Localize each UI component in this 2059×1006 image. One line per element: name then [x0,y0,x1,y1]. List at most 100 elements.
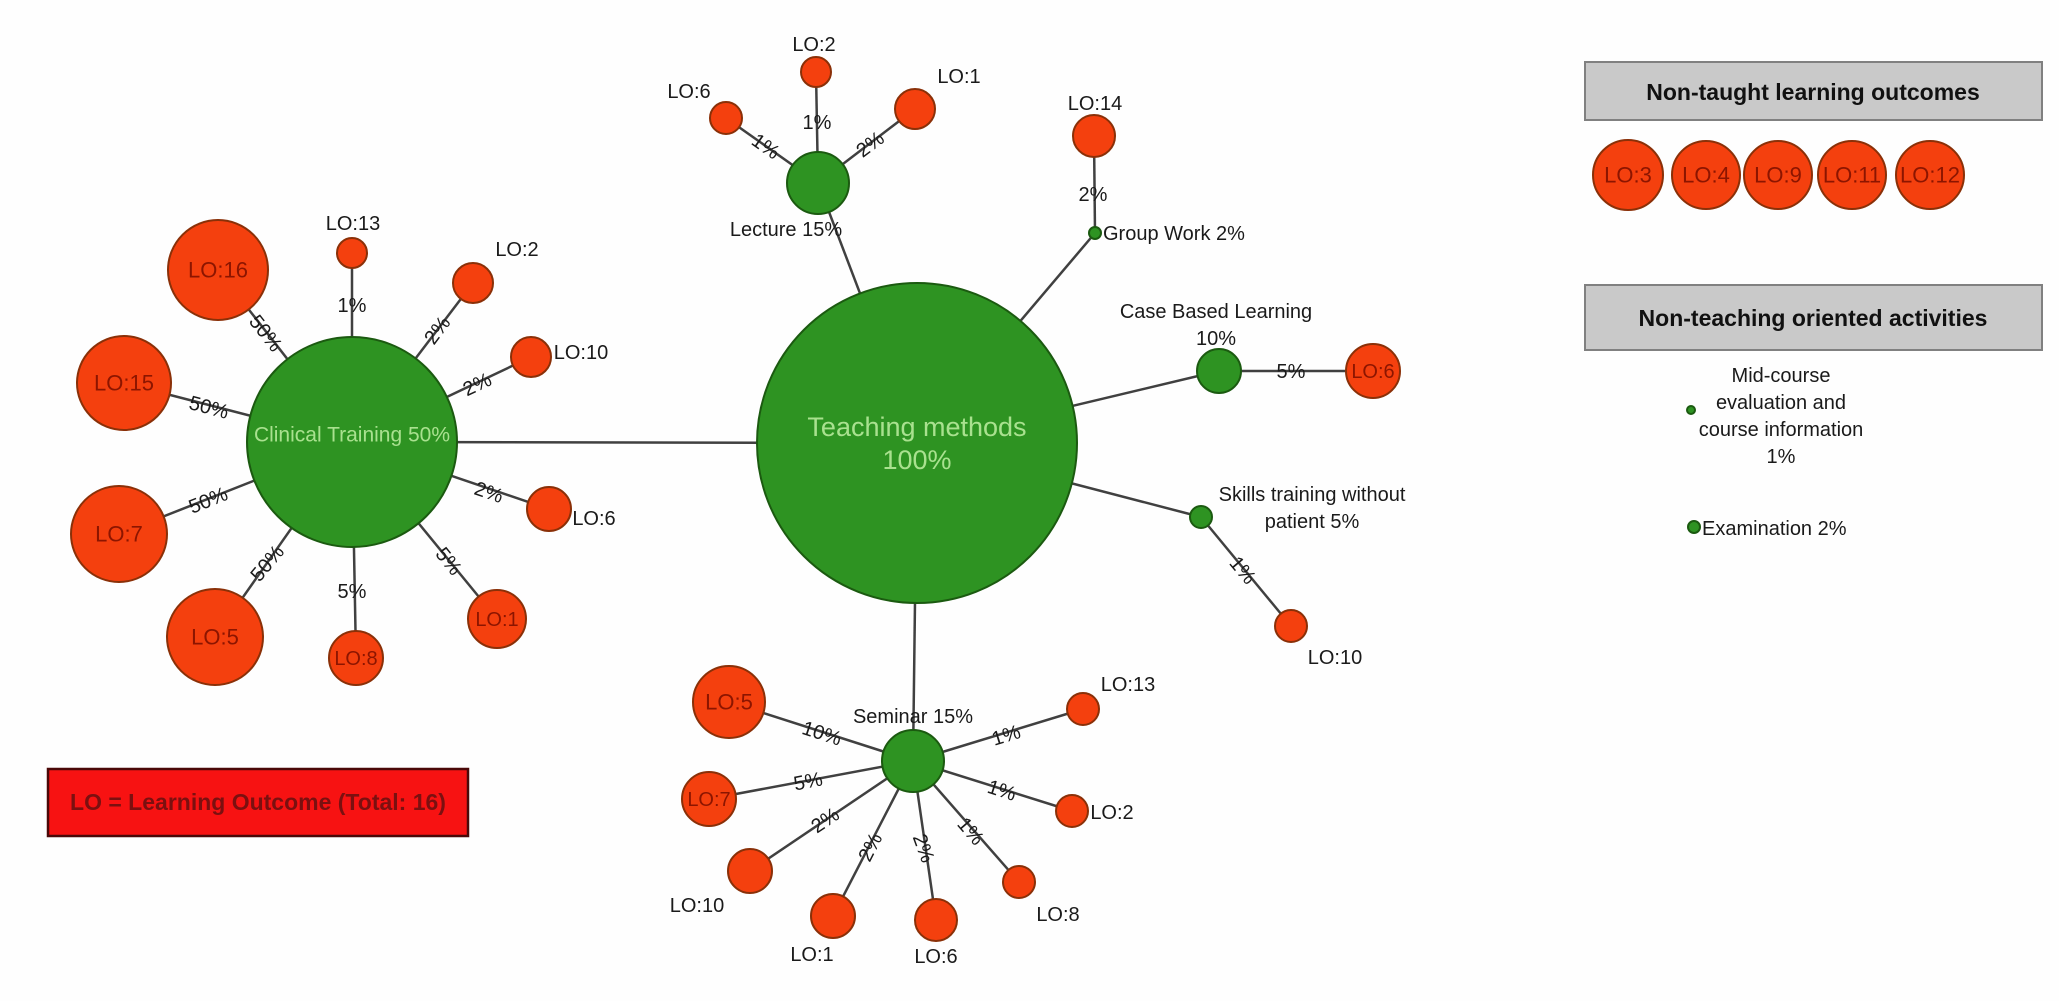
node-midcourse [1686,405,1696,415]
node-ext-label-s10: LO:10 [1308,647,1362,669]
node-circles [70,56,1965,942]
edge-label-clinical-c5: 50% [246,541,289,586]
node-ext-label-cbl: 10% [1196,328,1236,350]
node-clinical [246,336,458,548]
node-x2 [1055,794,1089,828]
node-ext-label-x8: LO:8 [1036,904,1079,926]
node-label-c5: LO:5 [191,625,239,650]
node-c10 [510,336,552,378]
node-label-b6: LO:6 [1351,361,1394,383]
node-c13 [336,237,368,269]
node-label-n4: LO:4 [1682,163,1730,188]
node-ext-label-midcourse: course information [1699,419,1864,441]
panel-non-teaching-title: Non-teaching oriented activities [1639,305,1988,331]
node-l14 [1072,114,1116,158]
node-x7 [681,771,737,827]
node-label-n3: LO:3 [1604,163,1652,188]
edge-label-seminar-x6: 2% [908,831,939,866]
node-ext-label-skills: patient 5% [1265,511,1360,533]
node-label-clinical: Clinical Training 50% [254,423,450,446]
node-ext-label-c2: LO:2 [495,239,538,261]
node-ext-label-x13: LO:13 [1101,674,1155,696]
edge-label-seminar-x7: 5% [792,768,825,795]
node-ext-label-exam: Examination 2% [1702,518,1847,540]
edge-label-seminar-x13: 1% [989,721,1023,751]
node-ext-label-x1: LO:1 [790,944,833,966]
node-c16 [167,219,269,321]
edge-label-clinical-c8: 5% [338,581,367,603]
node-n12 [1895,140,1965,210]
edge-label-seminar-x10: 2% [807,804,843,839]
node-ext-label-l6: LO:6 [667,81,710,103]
node-label-x5: LO:5 [705,690,753,715]
edge-label-clinical-c13: 1% [338,295,367,317]
edge-skills-s10 [1200,516,1292,627]
edge-label-lecture-l6: 1% [747,130,783,165]
node-ext-label-lecture: Lecture 15% [730,219,843,241]
node-l1 [894,88,936,130]
node-n11 [1817,140,1887,210]
node-b6 [1345,343,1401,399]
node-x13 [1066,692,1100,726]
node-c8 [328,630,384,686]
node-label-x7: LO:7 [687,789,730,811]
edge-seminar-x7 [708,759,914,801]
node-x1 [810,893,856,939]
node-ext-label-cbl: Case Based Learning [1120,301,1312,323]
node-l2 [800,56,832,88]
node-x6 [914,898,958,942]
edge-label-seminar-x2: 1% [985,776,1019,806]
node-ext-label-l1: LO:1 [937,66,980,88]
node-c6 [526,486,572,532]
node-n4 [1671,140,1741,210]
node-cbl [1196,348,1242,394]
edge-label-groupwork-l14: 2% [1079,184,1108,206]
node-x10 [727,848,773,894]
edge-label-seminar-x5: 10% [799,717,844,750]
legend: LO = Learning Outcome (Total: 16) [46,767,470,838]
node-ext-label-groupwork: Group Work 2% [1103,223,1245,245]
node-n3 [1592,139,1664,211]
edge-label-cbl-b6: 5% [1277,361,1306,383]
node-teaching [756,282,1078,604]
node-ext-label-l2: LO:2 [792,34,835,56]
node-label-c8: LO:8 [334,648,377,670]
node-groupwork [1088,226,1102,240]
node-x5 [692,665,766,739]
node-ext-label-l14: LO:14 [1068,93,1122,115]
node-ext-label-skills: Skills training without [1219,484,1406,506]
edge-label-clinical-c6: 2% [471,478,506,508]
node-label-c15: LO:15 [94,371,154,396]
panel-non-taught-box [1584,61,2043,121]
edge-seminar-x10 [749,759,914,873]
edge-label-lecture-l2: 1% [803,112,832,134]
node-ext-label-c13: LO:13 [326,213,380,235]
node-x8 [1002,865,1036,899]
node-label-n11: LO:11 [1823,163,1881,188]
node-label-c16: LO:16 [188,258,248,283]
node-label-c1: LO:1 [475,609,518,631]
node-ext-label-x2: LO:2 [1090,802,1133,824]
node-lecture [786,151,850,215]
panel-non-taught-title: Non-taught learning outcomes [1646,79,1980,105]
edge-label-clinical-c7: 50% [186,483,232,518]
node-and-edge-labels: 50%1%2%2%50%50%50%5%5%2%1%1%2%2%5%1%10%5… [94,34,1960,968]
node-label-c7: LO:7 [95,522,143,547]
node-exam [1687,520,1701,534]
node-c1 [467,589,527,649]
node-c5 [166,588,264,686]
node-ext-label-c6: LO:6 [572,508,615,530]
node-label-teaching: Teaching methods [807,412,1026,442]
node-n9 [1743,140,1813,210]
node-label-n12: LO:12 [1900,163,1960,188]
panel-non-teaching-activities: Non-teaching oriented activities [1584,284,2043,351]
node-s10 [1274,609,1308,643]
node-ext-label-midcourse: evaluation and [1716,392,1846,414]
edge-label-clinical-c15: 50% [187,392,232,424]
node-label-teaching: 100% [882,445,951,475]
edge-label-seminar-x1: 2% [855,829,888,865]
node-ext-label-midcourse: Mid-course [1732,365,1831,387]
legend-box [46,767,470,838]
